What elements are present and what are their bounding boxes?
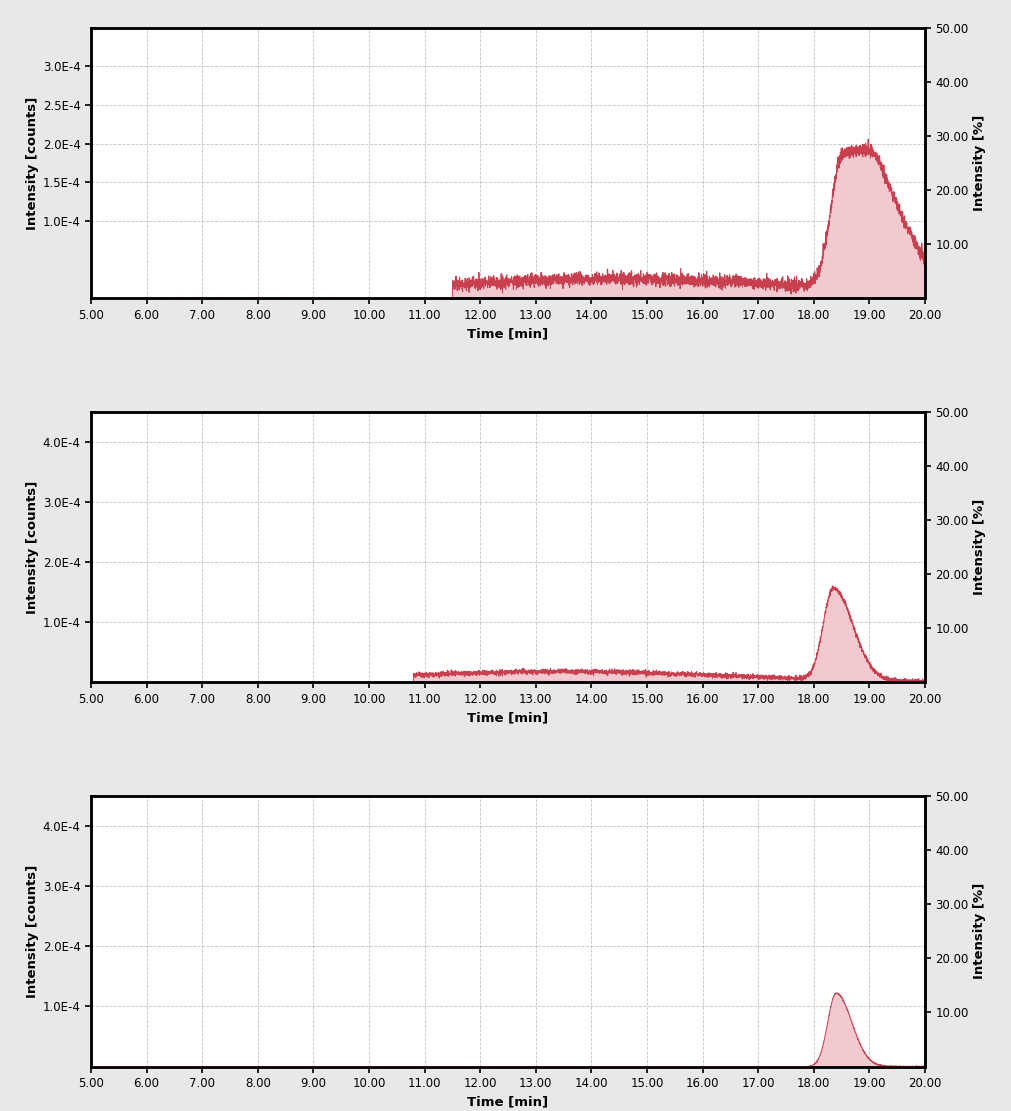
Y-axis label: Intensity [counts]: Intensity [counts]	[25, 481, 38, 613]
Y-axis label: Intensity [counts]: Intensity [counts]	[25, 864, 38, 998]
X-axis label: Time [min]: Time [min]	[467, 711, 549, 724]
Y-axis label: Intensity [counts]: Intensity [counts]	[25, 97, 38, 230]
Y-axis label: Intensity [%]: Intensity [%]	[973, 883, 986, 980]
Y-axis label: Intensity [%]: Intensity [%]	[973, 114, 986, 211]
X-axis label: Time [min]: Time [min]	[467, 328, 549, 340]
X-axis label: Time [min]: Time [min]	[467, 1095, 549, 1109]
Y-axis label: Intensity [%]: Intensity [%]	[973, 499, 986, 595]
